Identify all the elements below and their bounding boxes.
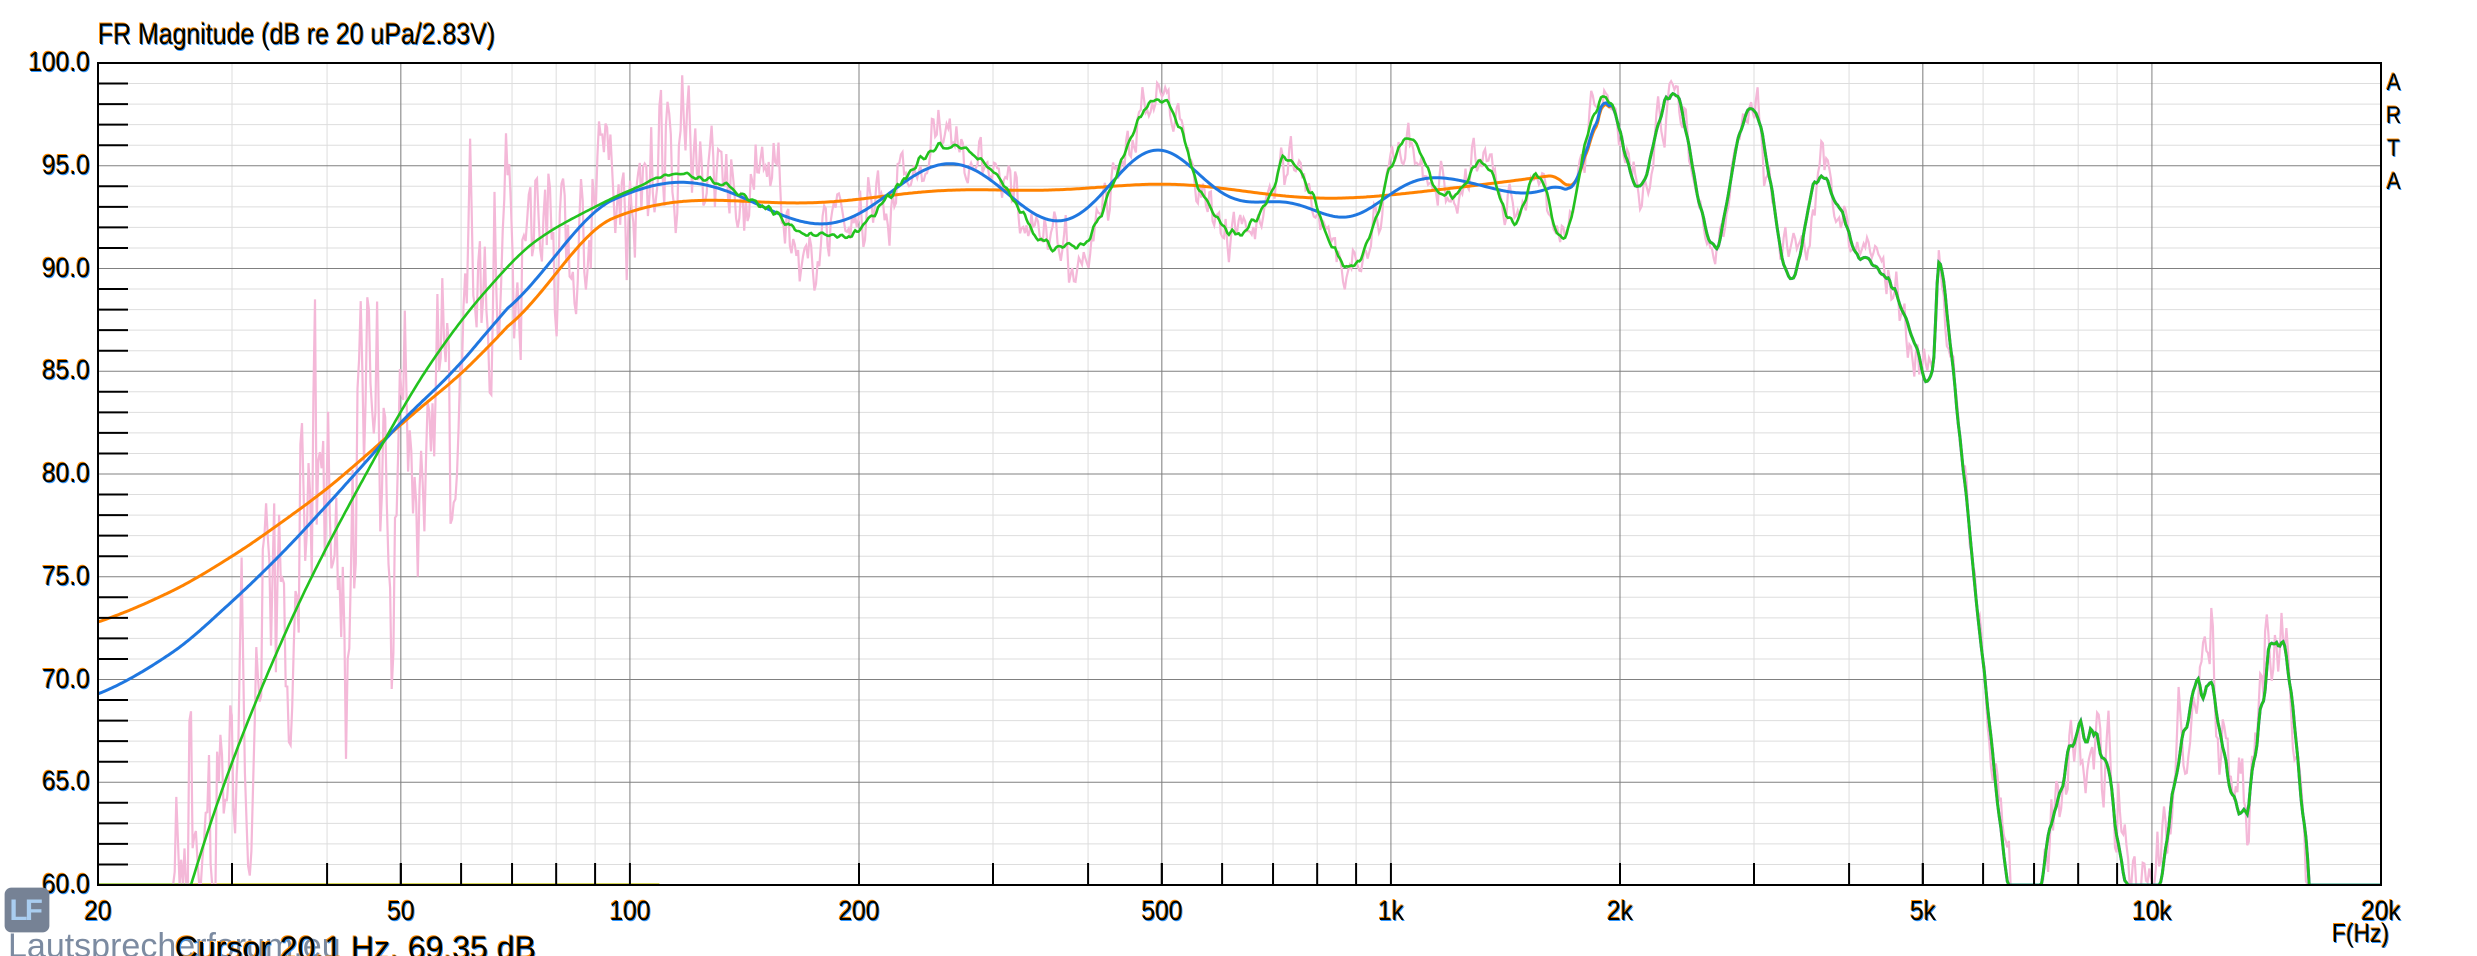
svg-text:F: F — [25, 894, 43, 927]
